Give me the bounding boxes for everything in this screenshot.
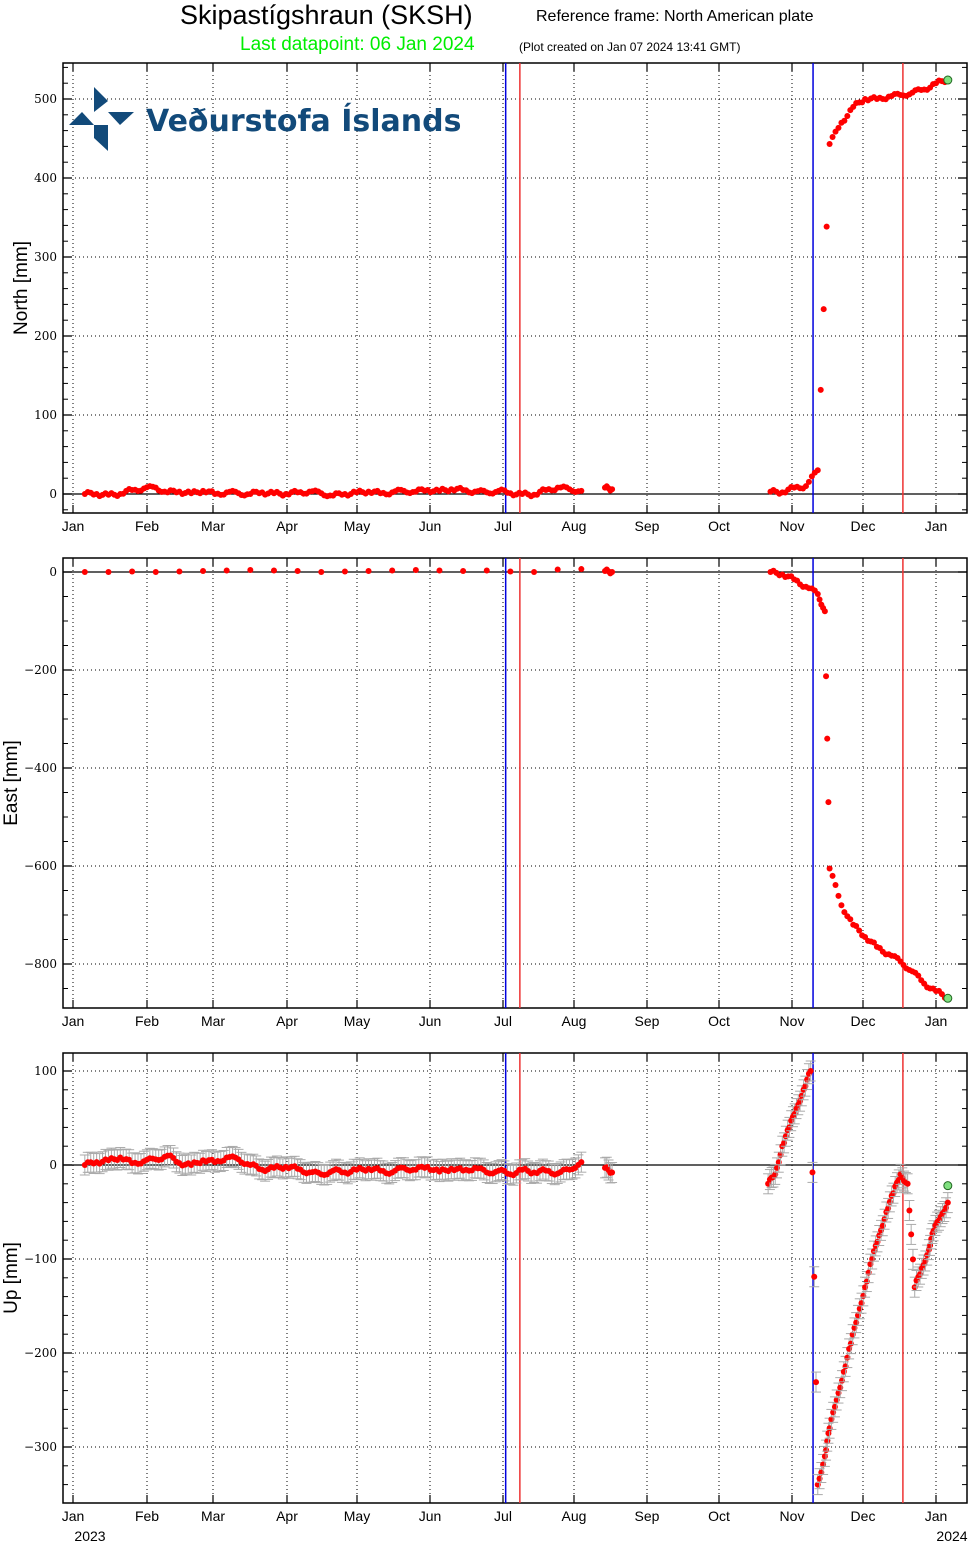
- x-tick-label: Aug: [562, 1508, 587, 1524]
- x-tick-label: Jun: [419, 1013, 442, 1029]
- x-tick-label: Jan: [925, 518, 948, 534]
- panel-east: 0 −200 −400 −600 −800 Jan Feb Mar Apr May Jun Jul Au…: [1, 557, 968, 1029]
- x-tick-label: Oct: [708, 1508, 730, 1524]
- x-tick-label: Jul: [494, 1013, 512, 1029]
- x-tick-label: Jun: [419, 1508, 442, 1524]
- x-tick-label: Mar: [201, 1508, 225, 1524]
- x-tick-label: Dec: [851, 518, 876, 534]
- plot-frame: [62, 1052, 968, 1504]
- x-tick-label: May: [344, 1013, 370, 1029]
- x-tick-label: Jan: [62, 1013, 85, 1029]
- logo-text: Veðurstofa Íslands: [146, 103, 461, 139]
- data-points: [81, 77, 951, 500]
- x-tick-label: Dec: [851, 1013, 876, 1029]
- x-tick-label: Nov: [780, 1508, 805, 1524]
- data-points: [81, 566, 951, 1002]
- y-tick-label: 500: [34, 92, 57, 106]
- x-tick-label: Aug: [562, 1013, 587, 1029]
- y-tick-label: −400: [24, 761, 57, 775]
- x-tick-label: Jan: [62, 1508, 85, 1524]
- y-tick-label: −300: [24, 1440, 57, 1454]
- y-tick-label: 0: [49, 1158, 57, 1172]
- y-tick-label: −200: [24, 1346, 57, 1360]
- chart-title: Skipastígshraun (SKSH): [180, 0, 473, 30]
- y-axis-label: East [mm]: [1, 740, 22, 826]
- end-year-label: 2024: [936, 1528, 967, 1544]
- y-tick-label: −200: [24, 663, 57, 677]
- last-datapoint-marker: [943, 993, 953, 1003]
- x-tick-label: Jul: [494, 1508, 512, 1524]
- x-tick-label: Jan: [62, 518, 85, 534]
- x-tick-label: Oct: [708, 1013, 730, 1029]
- x-tick-label: Nov: [780, 1013, 805, 1029]
- y-tick-label: 300: [34, 250, 57, 264]
- x-tick-label: Oct: [708, 518, 730, 534]
- y-tick-label: 0: [49, 487, 57, 501]
- y-tick-label: 0: [49, 565, 57, 579]
- y-tick-label: 400: [34, 171, 57, 185]
- reference-frame: Reference frame: North American plate: [536, 8, 814, 25]
- x-tick-label: Feb: [135, 518, 159, 534]
- x-tick-label: Dec: [851, 1508, 876, 1524]
- y-axis-label: North [mm]: [11, 241, 32, 335]
- data-points: [79, 1060, 953, 1496]
- x-tick-label: Feb: [135, 1508, 159, 1524]
- y-tick-label: −600: [24, 859, 57, 873]
- y-tick-label: −800: [24, 957, 57, 971]
- x-tick-label: Apr: [276, 1013, 298, 1029]
- panel-north: 0 100 200 300 400 500 Jan Feb Mar Apr May Jun Jul Aug…: [11, 62, 968, 534]
- x-tick-label: Sep: [635, 518, 660, 534]
- x-tick-label: Apr: [276, 518, 298, 534]
- x-tick-label: Feb: [135, 1013, 159, 1029]
- y-tick-label: −100: [24, 1252, 57, 1266]
- x-tick-label: Mar: [201, 518, 225, 534]
- plot-frame: [62, 62, 968, 514]
- plot-created: (Plot created on Jan 07 2024 13:41 GMT): [519, 40, 741, 54]
- x-tick-label: Sep: [635, 1508, 660, 1524]
- imo-logo: Veðurstofa Íslands: [69, 87, 461, 151]
- last-datapoint-marker: [943, 75, 953, 85]
- x-tick-label: Aug: [562, 518, 587, 534]
- last-datapoint-marker: [943, 1181, 953, 1191]
- last-datapoint: Last datapoint: 06 Jan 2024: [240, 34, 475, 55]
- x-tick-label: Jul: [494, 518, 512, 534]
- x-tick-label: Mar: [201, 1013, 225, 1029]
- x-tick-label: Nov: [780, 518, 805, 534]
- x-tick-label: Jan: [925, 1508, 948, 1524]
- y-axis-label: Up [mm]: [1, 1242, 22, 1314]
- x-tick-label: Apr: [276, 1508, 298, 1524]
- y-tick-label: 200: [34, 329, 57, 343]
- panel-up: 100 0 −100 −200 −300 Jan Feb Mar Apr May Jun Jul Aug…: [1, 1052, 968, 1524]
- y-tick-label: 100: [34, 408, 57, 422]
- x-tick-label: May: [344, 1508, 370, 1524]
- y-tick-label: 100: [34, 1064, 57, 1078]
- plot-frame: [62, 557, 968, 1009]
- x-tick-label: Jan: [925, 1013, 948, 1029]
- x-tick-label: May: [344, 518, 370, 534]
- start-year-label: 2023: [74, 1528, 105, 1544]
- x-tick-label: Sep: [635, 1013, 660, 1029]
- logo-mark-icon: [94, 87, 108, 112]
- x-tick-label: Jun: [419, 518, 442, 534]
